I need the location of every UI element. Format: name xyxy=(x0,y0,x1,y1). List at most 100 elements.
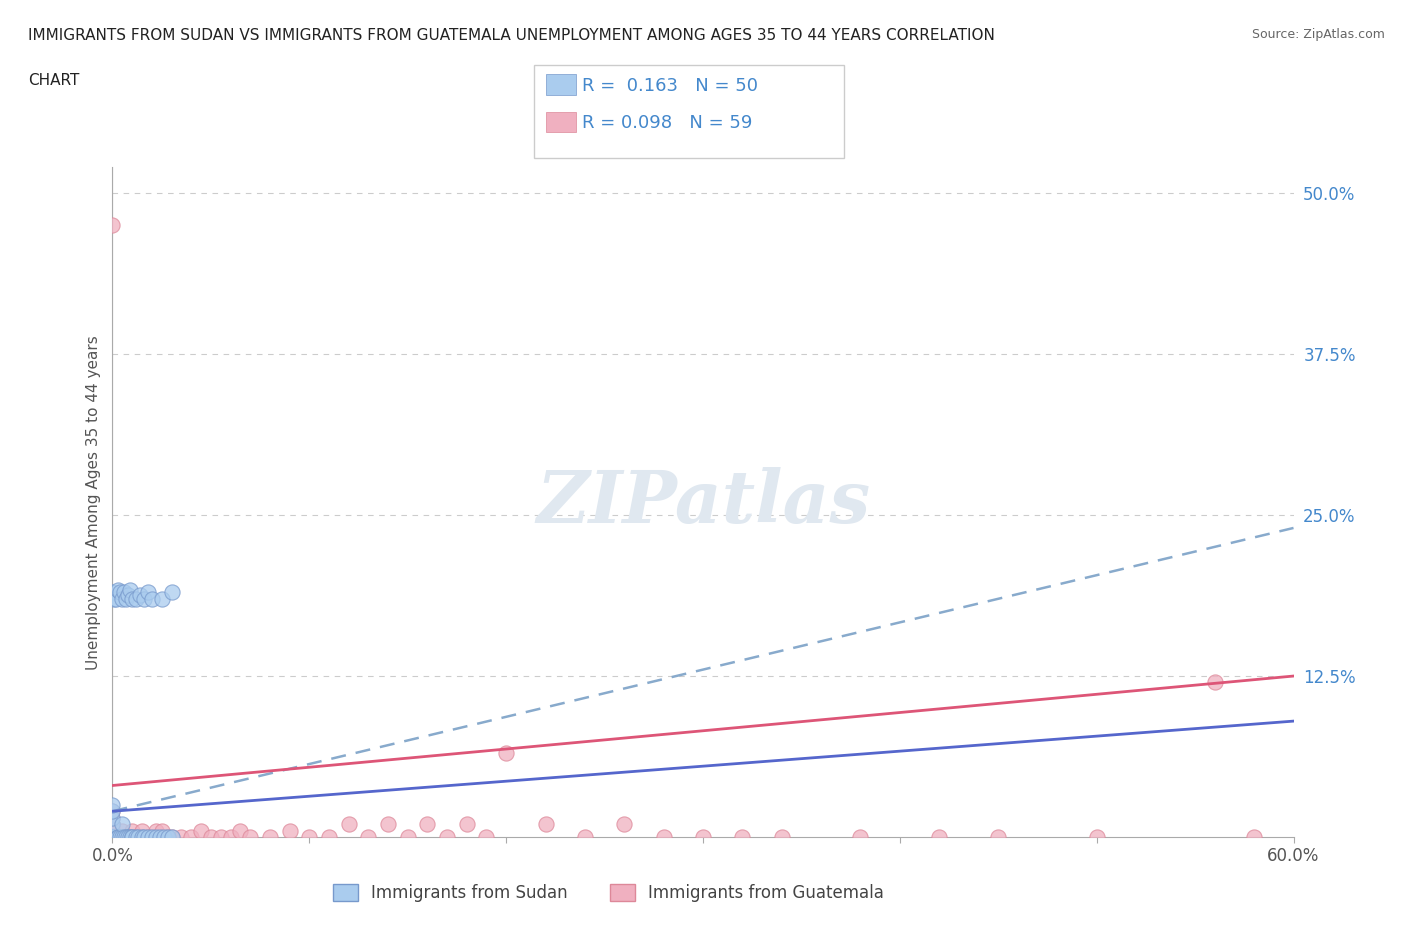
Point xyxy=(125,830,148,844)
Point xyxy=(495,746,517,761)
Point xyxy=(101,810,124,825)
Point xyxy=(149,830,172,844)
Point xyxy=(121,830,143,844)
Point xyxy=(456,817,478,831)
Point xyxy=(107,582,129,597)
Point xyxy=(152,830,174,844)
Point xyxy=(731,830,754,844)
Point xyxy=(101,817,124,831)
Point xyxy=(111,591,134,606)
Text: CHART: CHART xyxy=(28,73,80,87)
Point xyxy=(101,830,124,844)
Point xyxy=(125,830,148,844)
Point xyxy=(145,823,167,838)
Point xyxy=(156,830,179,844)
Point xyxy=(117,830,139,844)
Point xyxy=(136,830,159,844)
Point xyxy=(115,830,138,844)
Point xyxy=(111,823,134,838)
Point xyxy=(190,823,212,838)
Point xyxy=(115,591,138,606)
Point xyxy=(101,819,124,834)
Point xyxy=(107,830,129,844)
Point xyxy=(180,830,202,844)
Legend: Immigrants from Sudan, Immigrants from Guatemala: Immigrants from Sudan, Immigrants from G… xyxy=(326,878,890,909)
Point xyxy=(131,830,153,844)
Point xyxy=(101,817,124,831)
Point xyxy=(111,830,134,844)
Point xyxy=(110,830,132,844)
Point xyxy=(101,804,124,818)
Point xyxy=(127,830,149,844)
Point xyxy=(160,830,183,844)
Point xyxy=(278,823,301,838)
Point xyxy=(121,830,143,844)
Point xyxy=(121,823,143,838)
Point xyxy=(117,588,139,603)
Point xyxy=(150,823,173,838)
Point xyxy=(111,830,134,844)
Point xyxy=(101,830,124,844)
Point xyxy=(111,817,134,831)
Point xyxy=(1243,830,1265,844)
Point xyxy=(136,585,159,600)
Point xyxy=(141,830,163,844)
Point xyxy=(131,823,153,838)
Point xyxy=(436,830,458,844)
Point xyxy=(101,218,124,232)
Point xyxy=(377,817,399,831)
Point xyxy=(156,830,179,844)
Point xyxy=(259,830,281,844)
Point xyxy=(534,817,557,831)
Point xyxy=(125,591,148,606)
Point xyxy=(770,830,793,844)
Point xyxy=(107,830,129,844)
Point xyxy=(613,817,636,831)
Point xyxy=(129,588,152,603)
Text: ZIPatlas: ZIPatlas xyxy=(536,467,870,538)
Point xyxy=(101,585,124,600)
Point xyxy=(200,830,222,844)
Text: IMMIGRANTS FROM SUDAN VS IMMIGRANTS FROM GUATEMALA UNEMPLOYMENT AMONG AGES 35 TO: IMMIGRANTS FROM SUDAN VS IMMIGRANTS FROM… xyxy=(28,28,995,43)
Y-axis label: Unemployment Among Ages 35 to 44 years: Unemployment Among Ages 35 to 44 years xyxy=(86,335,101,670)
Point xyxy=(145,830,167,844)
Point xyxy=(652,830,675,844)
Point xyxy=(357,830,380,844)
Point xyxy=(160,585,183,600)
Point xyxy=(121,591,143,606)
Point xyxy=(101,830,124,844)
Point xyxy=(101,830,124,844)
Point xyxy=(101,797,124,812)
Point xyxy=(692,830,714,844)
Point xyxy=(110,585,132,600)
Point xyxy=(150,830,173,844)
Point xyxy=(117,830,139,844)
Point xyxy=(101,830,124,844)
Point xyxy=(105,591,128,606)
Point xyxy=(337,817,360,831)
Text: R =  0.163   N = 50: R = 0.163 N = 50 xyxy=(582,76,758,95)
Point xyxy=(574,830,596,844)
Point xyxy=(229,823,252,838)
Point xyxy=(1085,830,1108,844)
Point xyxy=(112,585,135,600)
Point xyxy=(928,830,950,844)
Point xyxy=(1204,675,1226,690)
Point xyxy=(103,591,125,606)
Point xyxy=(416,817,439,831)
Point xyxy=(318,830,340,844)
Text: Source: ZipAtlas.com: Source: ZipAtlas.com xyxy=(1251,28,1385,41)
Point xyxy=(298,830,321,844)
Point xyxy=(475,830,498,844)
Point xyxy=(120,830,142,844)
Point xyxy=(132,591,155,606)
Point xyxy=(987,830,1010,844)
Point xyxy=(219,830,242,844)
Point xyxy=(101,830,124,844)
Point xyxy=(101,817,124,831)
Point xyxy=(160,830,183,844)
Point xyxy=(141,591,163,606)
Point xyxy=(136,830,159,844)
Point xyxy=(101,830,124,844)
Point xyxy=(141,830,163,844)
